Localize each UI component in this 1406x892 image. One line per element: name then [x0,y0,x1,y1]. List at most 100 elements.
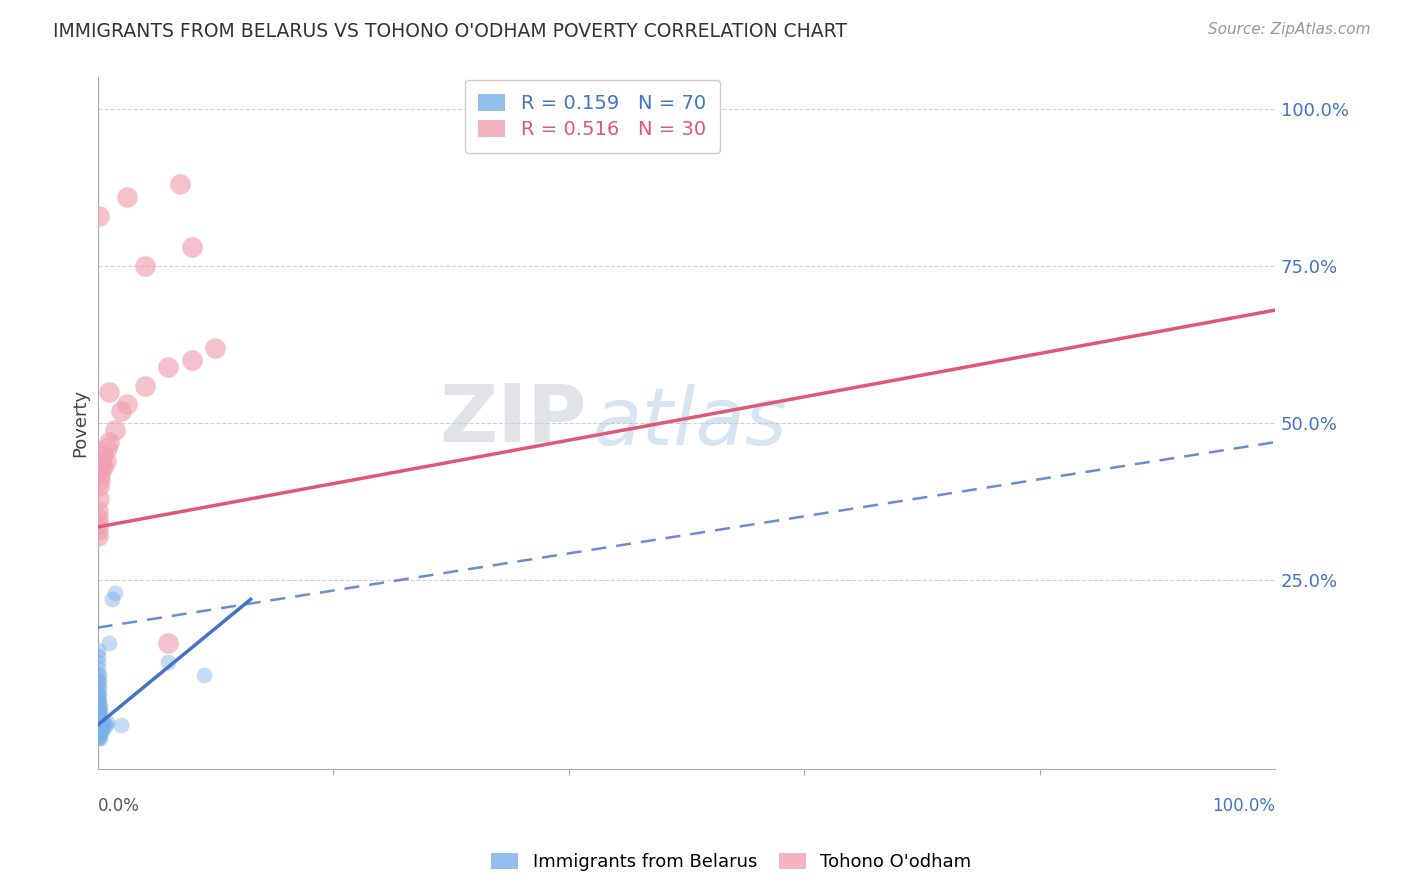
Point [87,667,110,681]
Y-axis label: Poverty: Poverty [72,389,89,458]
Point [93,721,115,735]
Point [180,353,202,368]
Point [87,702,110,716]
Point [93,448,115,462]
Point [87,724,110,739]
Point [86,712,108,726]
Point [98,636,121,650]
Text: ZIP: ZIP [439,381,586,458]
Point [110,403,132,417]
Point [96,442,118,456]
Point [169,178,191,192]
Point [89,724,111,739]
Point [87,721,110,735]
Point [89,699,111,714]
Point [86,702,108,716]
Point [86,504,108,518]
Point [87,479,110,493]
Point [93,714,115,729]
Point [86,708,108,723]
Point [86,719,108,733]
Point [86,721,108,735]
Point [86,699,108,714]
Point [87,693,110,707]
Point [87,491,110,506]
Point [89,718,111,732]
Point [115,190,138,204]
Point [86,681,108,695]
Point [86,723,108,738]
Point [115,397,138,411]
Point [87,681,110,695]
Point [86,696,108,710]
Point [86,667,108,681]
Point [87,714,110,729]
Point [193,667,215,681]
Point [180,240,202,254]
Point [86,727,108,741]
Text: 0.0%: 0.0% [97,797,139,814]
Point [89,712,111,726]
Point [100,592,122,607]
Point [89,473,111,487]
Point [86,642,108,657]
Point [96,714,118,729]
Point [86,731,108,745]
Point [94,718,117,732]
Point [87,699,110,714]
Point [86,674,108,689]
Point [86,713,108,727]
Point [90,712,112,726]
Point [86,716,108,731]
Point [94,454,117,468]
Point [98,384,121,399]
Point [90,724,112,739]
Point [90,454,112,468]
Point [110,718,132,732]
Point [86,704,108,718]
Text: atlas: atlas [592,384,787,462]
Point [86,718,108,732]
Point [157,359,180,374]
Point [134,259,156,273]
Point [86,661,108,675]
Point [104,586,127,600]
Point [90,460,112,475]
Point [93,718,115,732]
Point [204,341,226,355]
Point [89,706,111,720]
Point [134,378,156,392]
Point [89,731,111,745]
Point [86,724,108,739]
Point [93,460,115,475]
Point [91,718,114,732]
Point [98,435,121,450]
Text: Source: ZipAtlas.com: Source: ZipAtlas.com [1208,22,1371,37]
Point [87,731,110,745]
Point [86,700,108,714]
Point [87,687,110,701]
Point [91,724,114,739]
Point [86,706,108,720]
Legend: R = 0.159   N = 70, R = 0.516   N = 30: R = 0.159 N = 70, R = 0.516 N = 30 [464,80,720,153]
Point [86,523,108,537]
Point [86,693,108,707]
Point [86,714,108,729]
Point [86,655,108,669]
Point [86,725,108,739]
Point [87,712,110,726]
Point [87,706,110,720]
Text: IMMIGRANTS FROM BELARUS VS TOHONO O'ODHAM POVERTY CORRELATION CHART: IMMIGRANTS FROM BELARUS VS TOHONO O'ODHA… [53,22,848,41]
Point [86,687,108,701]
Point [90,718,112,732]
Point [86,516,108,531]
Point [87,718,110,732]
Point [104,423,127,437]
Point [86,710,108,724]
Point [86,706,108,721]
Point [86,730,108,744]
Point [87,708,110,723]
Point [157,655,180,669]
Point [87,674,110,689]
Point [86,648,108,663]
